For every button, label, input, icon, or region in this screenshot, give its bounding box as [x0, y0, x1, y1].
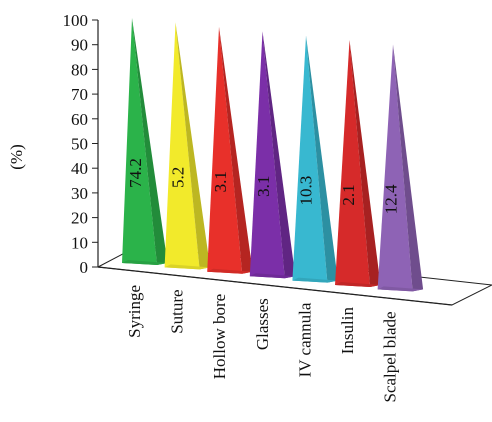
- pyramid-side-face: [175, 22, 211, 270]
- y-tick-label: 0: [80, 258, 89, 277]
- pyramid-side-face: [306, 35, 338, 283]
- data-label: 2.1: [339, 184, 358, 205]
- y-tick-label: 70: [71, 85, 88, 104]
- pyramid-base: [122, 260, 168, 265]
- pyramid-side-face: [349, 40, 381, 287]
- pyramid-base: [249, 273, 296, 279]
- y-tick-label: 30: [71, 184, 88, 203]
- y-tick-label: 20: [71, 209, 88, 228]
- category-label: Insulin: [338, 307, 357, 355]
- pyramid-front-face: [292, 35, 328, 283]
- category-label: Hollow bore: [210, 294, 229, 379]
- pyramid-base: [164, 264, 211, 270]
- pyramid-front-face: [335, 40, 370, 287]
- bars: [122, 18, 424, 292]
- pyramid-base: [292, 277, 338, 283]
- category-label: Suture: [168, 289, 187, 333]
- category-label: Scalpel blade: [381, 311, 400, 402]
- y-tick-label: 80: [71, 60, 88, 79]
- pyramid-side-face: [219, 26, 253, 274]
- category-label: IV cannula: [295, 302, 314, 377]
- data-label: 12.4: [382, 184, 401, 214]
- data-label: 74.2: [126, 158, 145, 188]
- pyramid-base: [377, 286, 424, 292]
- pyramid-base: [335, 282, 381, 287]
- pyramid-base: [207, 268, 253, 274]
- category-label: Glasses: [253, 298, 272, 350]
- pyramid-front-face: [377, 44, 413, 292]
- pyramid-front-face: [122, 18, 157, 265]
- y-tick-label: 10: [71, 233, 88, 252]
- y-tick-label: 60: [71, 110, 88, 129]
- pyramid-front-face: [249, 31, 285, 279]
- data-label: 5.2: [169, 167, 188, 188]
- y-tick-label: 50: [71, 135, 88, 154]
- pyramid-front-face: [164, 22, 200, 270]
- y-tick-label: 100: [63, 11, 89, 30]
- pyramid-side-face: [132, 18, 168, 265]
- data-label: 3.1: [211, 171, 230, 192]
- data-label: 10.3: [296, 176, 315, 206]
- y-tick-label: 90: [71, 36, 88, 55]
- pyramid-side-face: [262, 31, 296, 279]
- y-axis-title: (%): [7, 144, 26, 169]
- y-axis: 0 10 20 30 40 50 60 70 80 90 100: [63, 11, 99, 277]
- category-labels: Syringe Suture Hollow bore Glasses IV cannul…: [125, 285, 400, 403]
- x-axis-line: [97, 266, 453, 306]
- pyramid-front-face: [207, 26, 243, 274]
- pyramid-side-face: [393, 44, 424, 292]
- category-label: Syringe: [125, 285, 144, 338]
- data-labels: 74.2 5.2 3.1 3.1 10.3 2.1 12.4: [126, 158, 401, 214]
- y-tick-label: 40: [71, 159, 88, 178]
- data-label: 3.1: [254, 176, 273, 197]
